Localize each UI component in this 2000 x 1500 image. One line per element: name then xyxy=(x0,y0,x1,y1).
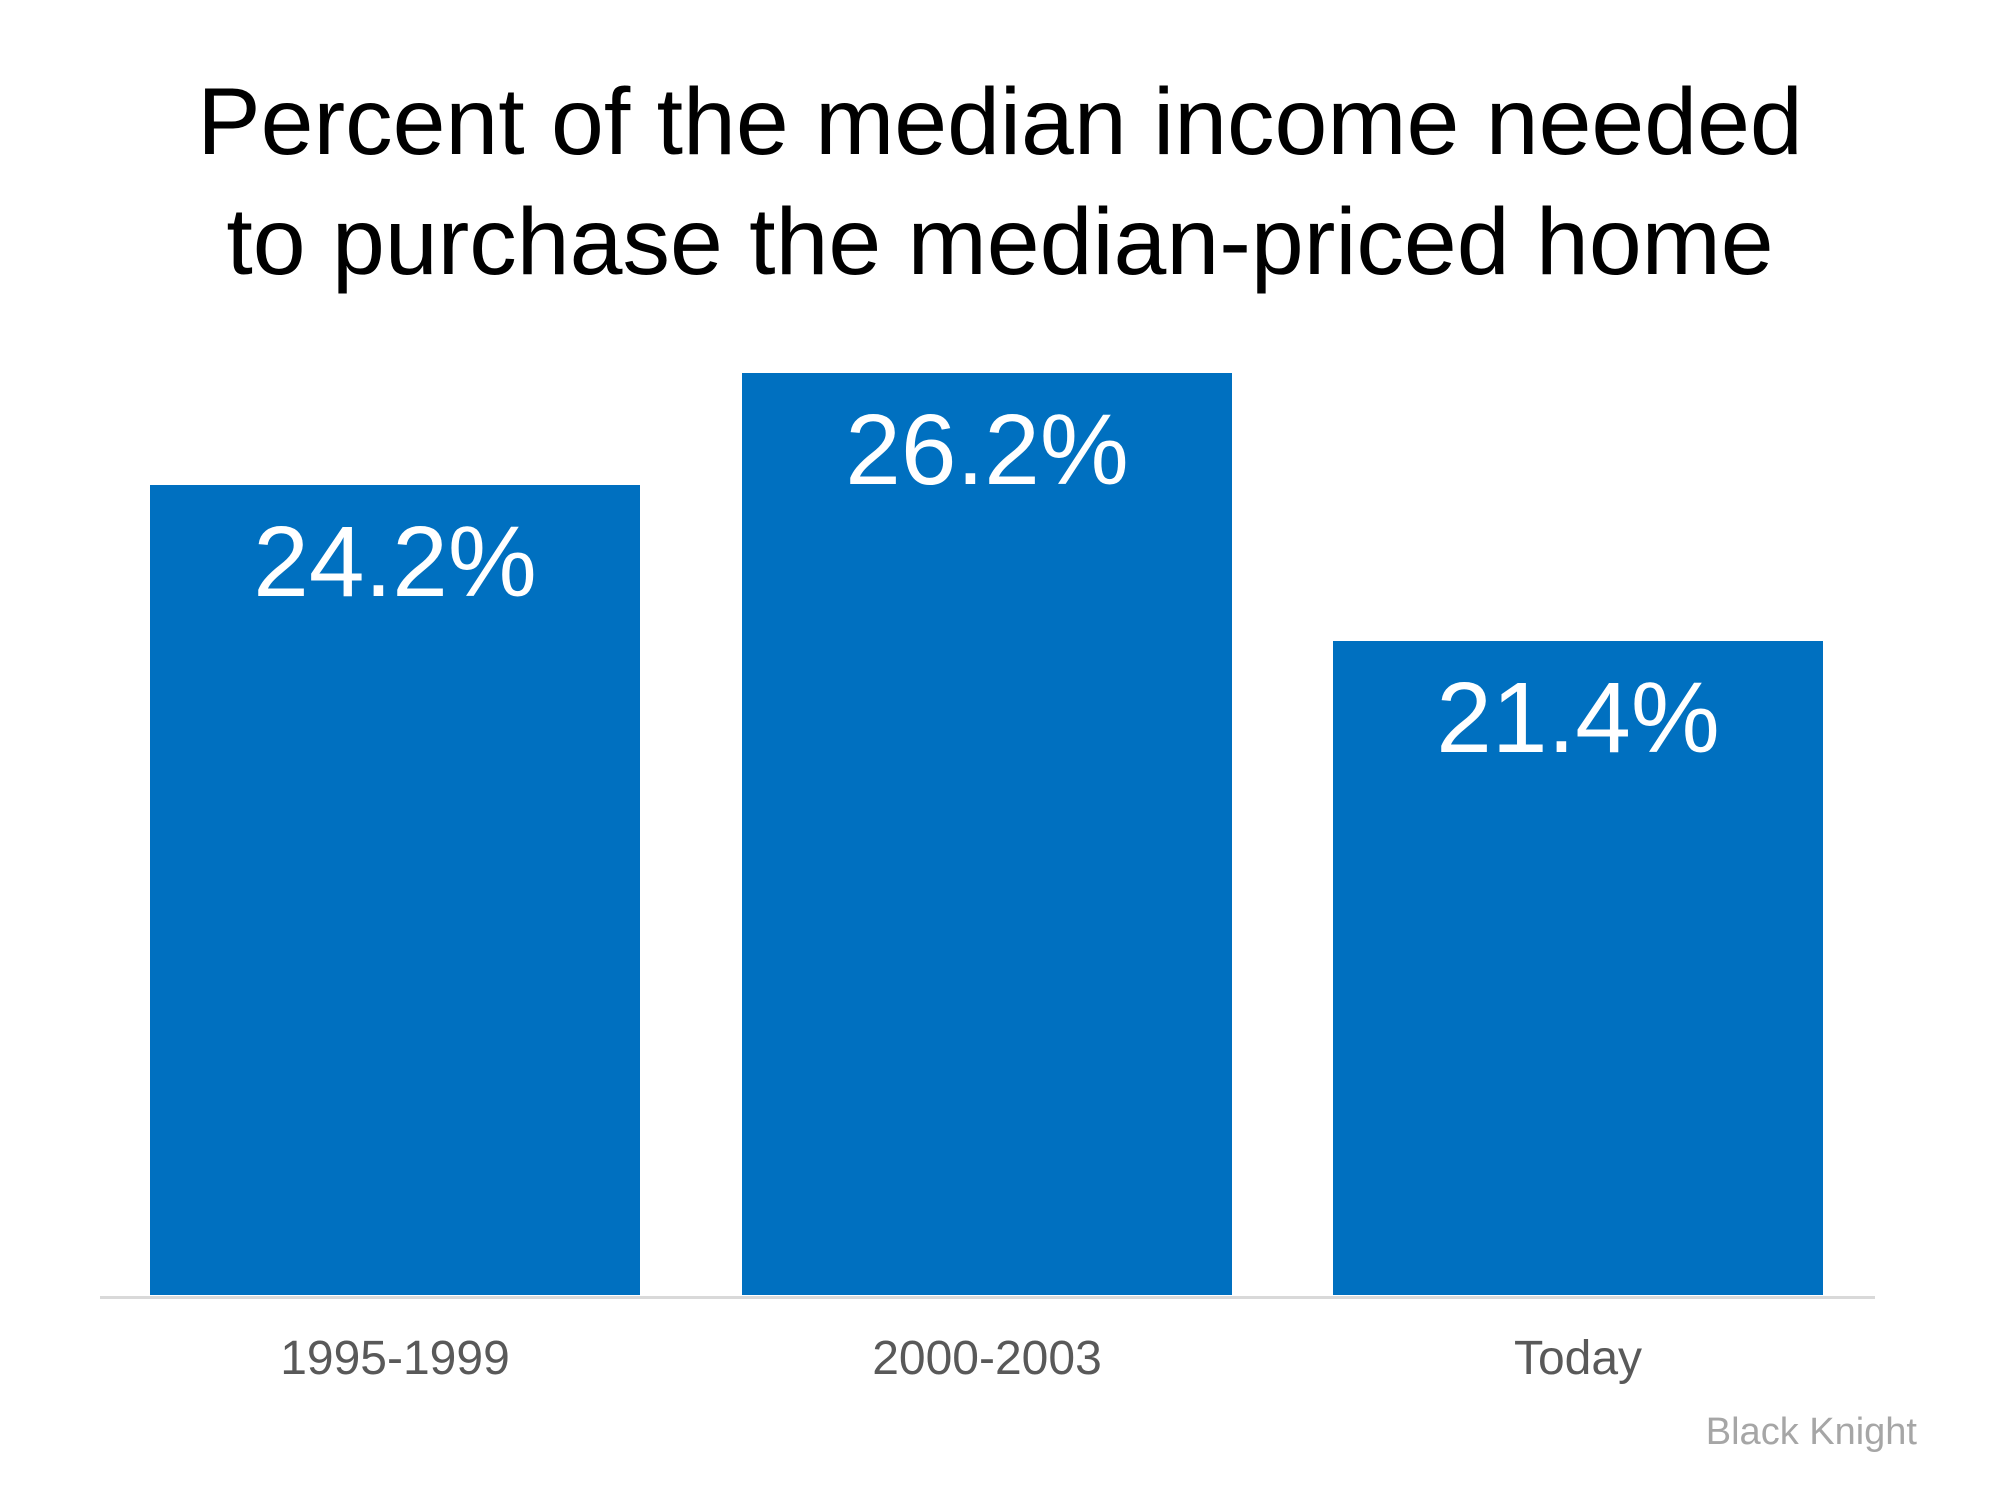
x-axis-line xyxy=(100,1296,1875,1299)
category-label: Today xyxy=(1513,1332,1643,1385)
category-label: 1995-1999 xyxy=(280,1332,510,1385)
bar: 24.2% xyxy=(150,485,640,1295)
bar-value-label: 24.2% xyxy=(253,506,537,618)
bar-value-label: 21.4% xyxy=(1436,662,1720,774)
source-credit: Black Knight xyxy=(1705,1411,1917,1453)
chart-title: Percent of the median income needed to p… xyxy=(197,69,1803,295)
bar: 21.4% xyxy=(1333,641,1823,1295)
bar-value-label: 26.2% xyxy=(845,394,1129,506)
category-row: 1995-1999 2000-2003 Today xyxy=(0,1330,2000,1400)
plot-area: 24.2% 26.2% 21.4% xyxy=(0,289,2000,1295)
bar: 26.2% xyxy=(742,373,1232,1295)
category-label: 2000-2003 xyxy=(872,1332,1102,1385)
